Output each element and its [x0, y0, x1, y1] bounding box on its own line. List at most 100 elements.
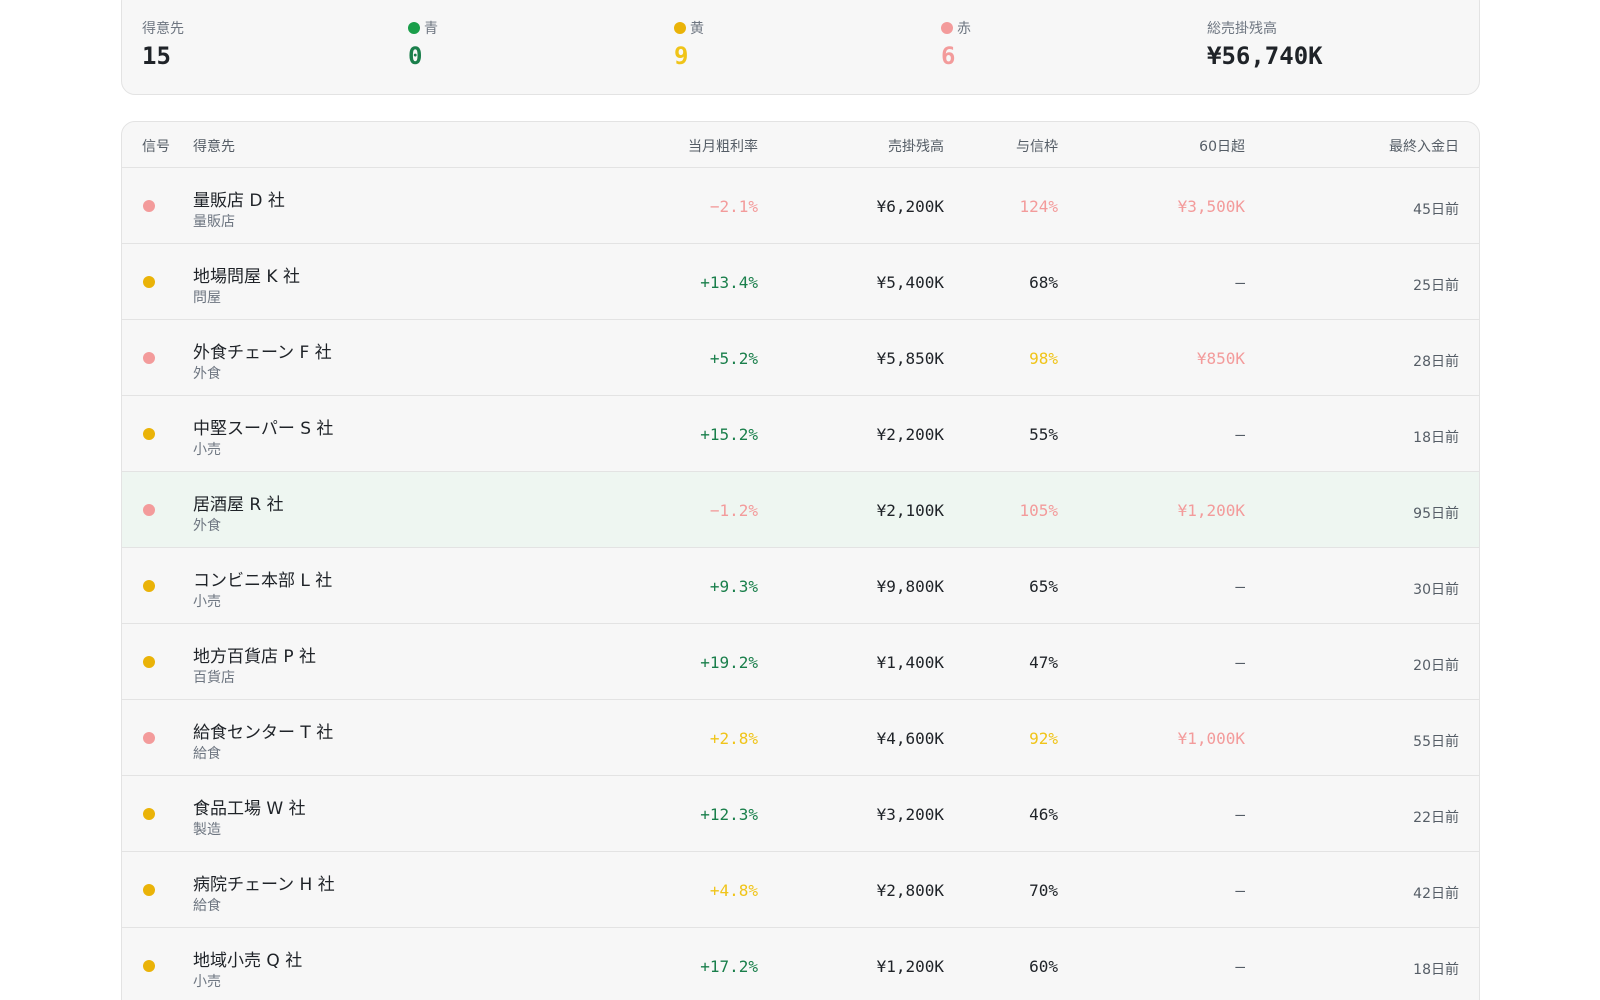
green-dot-icon	[408, 22, 420, 34]
customer-name[interactable]: 食品工場 W 社	[193, 799, 306, 819]
credit-usage: 124%	[1019, 197, 1058, 216]
customer-name[interactable]: 地方百貨店 P 社	[193, 647, 317, 667]
receivable-balance: ¥1,200K	[876, 957, 944, 976]
summary-yellow-label: 黄	[690, 21, 704, 37]
customer-category: 小売	[193, 442, 221, 458]
over-60-days: ¥1,200K	[1177, 501, 1245, 520]
signal-dot-icon	[143, 276, 155, 288]
over-60-days: —	[1235, 881, 1245, 900]
customer-name[interactable]: 給食センター T 社	[193, 723, 334, 743]
credit-usage: 105%	[1019, 501, 1058, 520]
receivable-balance: ¥3,200K	[876, 805, 944, 824]
credit-usage: 98%	[1029, 349, 1058, 368]
summary-red-value: 6	[941, 42, 956, 70]
customer-name[interactable]: 量販店 D 社	[193, 191, 285, 211]
header-credit[interactable]: 与信枠	[1016, 139, 1058, 155]
customer-category: 小売	[193, 974, 221, 990]
red-dot-icon	[941, 22, 953, 34]
table-row[interactable]: 病院チェーン H 社給食 +4.8% ¥2,800K 70% — 42日前	[122, 852, 1479, 928]
summary-red-label: 赤	[957, 21, 971, 37]
header-margin[interactable]: 当月粗利率	[688, 139, 758, 155]
header-over60[interactable]: 60日超	[1199, 139, 1245, 155]
over-60-days: ¥850K	[1196, 349, 1245, 368]
summary-total-label: 総売掛残高	[1207, 21, 1277, 37]
table-row[interactable]: 量販店 D 社量販店 −2.1% ¥6,200K 124% ¥3,500K 45日前	[122, 168, 1479, 244]
header-balance[interactable]: 売掛残高	[888, 139, 944, 155]
customer-name[interactable]: 地場問屋 K 社	[193, 267, 300, 287]
customer-category: 問屋	[193, 290, 221, 306]
customer-name[interactable]: コンビニ本部 L 社	[193, 571, 333, 591]
last-payment-date: 45日前	[1413, 202, 1459, 218]
receivable-balance: ¥1,400K	[876, 653, 944, 672]
signal-dot-icon	[143, 504, 155, 516]
over-60-days: —	[1235, 273, 1245, 292]
gross-margin: +2.8%	[709, 729, 758, 748]
credit-usage: 46%	[1029, 805, 1058, 824]
gross-margin: +4.8%	[709, 881, 758, 900]
last-payment-date: 20日前	[1413, 658, 1459, 674]
receivable-balance: ¥4,600K	[876, 729, 944, 748]
customer-category: 外食	[193, 366, 221, 382]
summary-customers: 得意先 15	[142, 19, 184, 70]
credit-usage: 65%	[1029, 577, 1058, 596]
table-row[interactable]: 外食チェーン F 社外食 +5.2% ¥5,850K 98% ¥850K 28日前	[122, 320, 1479, 396]
signal-dot-icon	[143, 428, 155, 440]
customer-category: 製造	[193, 822, 221, 838]
table-row[interactable]: コンビニ本部 L 社小売 +9.3% ¥9,800K 65% — 30日前	[122, 548, 1479, 624]
gross-margin: −1.2%	[709, 501, 758, 520]
customer-category: 量販店	[193, 214, 235, 230]
over-60-days: —	[1235, 653, 1245, 672]
signal-dot-icon	[143, 352, 155, 364]
summary-customers-value: 15	[142, 42, 171, 70]
receivable-balance: ¥2,200K	[876, 425, 944, 444]
receivable-balance: ¥9,800K	[876, 577, 944, 596]
customer-category: 外食	[193, 518, 221, 534]
customer-name[interactable]: 中堅スーパー S 社	[193, 419, 334, 439]
customer-category: 小売	[193, 594, 221, 610]
credit-usage: 68%	[1029, 273, 1058, 292]
header-last-payment[interactable]: 最終入金日	[1389, 139, 1459, 155]
customer-category: 給食	[193, 746, 221, 762]
customer-category: 百貨店	[193, 670, 235, 686]
table-row[interactable]: 給食センター T 社給食 +2.8% ¥4,600K 92% ¥1,000K 55日前	[122, 700, 1479, 776]
table-row[interactable]: 食品工場 W 社製造 +12.3% ¥3,200K 46% — 22日前	[122, 776, 1479, 852]
signal-dot-icon	[143, 884, 155, 896]
customer-name[interactable]: 病院チェーン H 社	[193, 875, 335, 895]
receivable-balance: ¥5,850K	[876, 349, 944, 368]
last-payment-date: 18日前	[1413, 430, 1459, 446]
customer-name[interactable]: 地域小売 Q 社	[193, 951, 303, 971]
signal-dot-icon	[143, 200, 155, 212]
customer-name[interactable]: 外食チェーン F 社	[193, 343, 332, 363]
table-row[interactable]: 居酒屋 R 社外食 −1.2% ¥2,100K 105% ¥1,200K 95日前	[122, 472, 1479, 548]
table-row[interactable]: 地方百貨店 P 社百貨店 +19.2% ¥1,400K 47% — 20日前	[122, 624, 1479, 700]
table-row[interactable]: 中堅スーパー S 社小売 +15.2% ¥2,200K 55% — 18日前	[122, 396, 1479, 472]
summary-blue-value: 0	[408, 42, 423, 70]
over-60-days: —	[1235, 425, 1245, 444]
gross-margin: +9.3%	[709, 577, 758, 596]
yellow-dot-icon	[674, 22, 686, 34]
credit-usage: 47%	[1029, 653, 1058, 672]
receivable-balance: ¥5,400K	[876, 273, 944, 292]
over-60-days: ¥3,500K	[1177, 197, 1245, 216]
gross-margin: +19.2%	[700, 653, 758, 672]
signal-dot-icon	[143, 808, 155, 820]
last-payment-date: 95日前	[1413, 506, 1459, 522]
summary-blue: 青 0	[408, 19, 438, 70]
gross-margin: +17.2%	[700, 957, 758, 976]
summary-panel: 得意先 15 青 0 黄 9 赤 6 総売掛残高 ¥56,740K	[121, 0, 1480, 95]
gross-margin: −2.1%	[709, 197, 758, 216]
table-row[interactable]: 地場問屋 K 社問屋 +13.4% ¥5,400K 68% — 25日前	[122, 244, 1479, 320]
table-row[interactable]: 地域小売 Q 社小売 +17.2% ¥1,200K 60% — 18日前	[122, 928, 1479, 1000]
over-60-days: —	[1235, 957, 1245, 976]
customer-name[interactable]: 居酒屋 R 社	[193, 495, 284, 515]
header-customer[interactable]: 得意先	[193, 139, 235, 155]
last-payment-date: 28日前	[1413, 354, 1459, 370]
customer-table: 信号 得意先 当月粗利率 売掛残高 与信枠 60日超 最終入金日 量販店 D 社…	[121, 121, 1480, 1000]
header-signal[interactable]: 信号	[142, 139, 170, 155]
gross-margin: +12.3%	[700, 805, 758, 824]
credit-usage: 92%	[1029, 729, 1058, 748]
customer-category: 給食	[193, 898, 221, 914]
signal-dot-icon	[143, 580, 155, 592]
credit-usage: 55%	[1029, 425, 1058, 444]
gross-margin: +13.4%	[700, 273, 758, 292]
